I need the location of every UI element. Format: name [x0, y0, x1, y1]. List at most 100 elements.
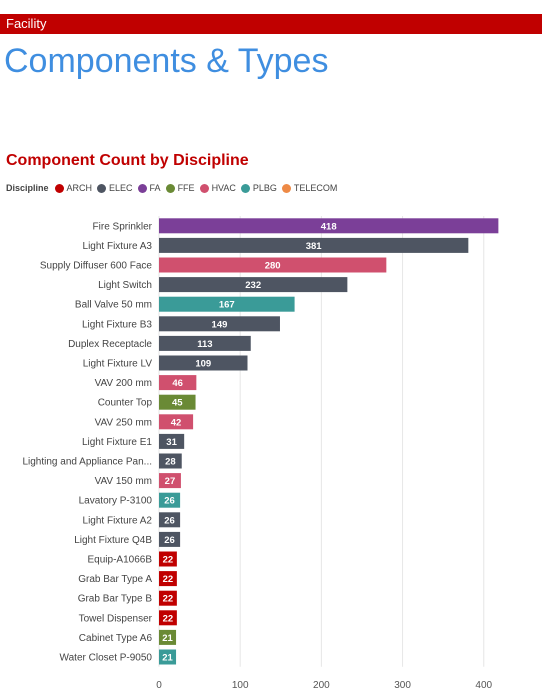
data-label: 21: [162, 633, 173, 644]
bar[interactable]: [159, 512, 181, 528]
legend-item-fa[interactable]: FA: [137, 183, 161, 193]
bar[interactable]: [159, 649, 177, 665]
category-label: Supply Diffuser 600 Face: [40, 261, 153, 272]
bar[interactable]: [159, 492, 181, 508]
x-tick-label: 300: [394, 680, 411, 691]
chart-legend: Discipline ARCH ELEC FA FFE HVAC PLBG TELECOM: [6, 183, 342, 193]
x-tick-label: 0: [156, 680, 162, 691]
x-tick-label: 200: [313, 680, 330, 691]
legend-label: ARCH: [66, 183, 93, 193]
data-label: 113: [197, 339, 212, 350]
data-label: 31: [166, 437, 177, 448]
category-label: Grab Bar Type A: [78, 574, 152, 585]
bar[interactable]: [159, 335, 251, 351]
legend-item-ffe[interactable]: FFE: [165, 183, 195, 193]
bar[interactable]: [159, 218, 499, 234]
x-tick-label: 400: [475, 680, 492, 691]
chart-title: Component Count by Discipline: [6, 152, 249, 169]
category-label: Cabinet Type A6: [79, 633, 153, 644]
legend-label: HVAC: [211, 183, 236, 193]
bar[interactable]: [159, 277, 348, 293]
bar[interactable]: [159, 531, 181, 547]
section-header-bar: Facility: [0, 14, 542, 34]
legend-item-hvac[interactable]: HVAC: [199, 183, 236, 193]
bar-chart: 0 100 200 300 400 Fire Sprinkler 418 Light Fixt…: [22, 216, 499, 691]
legend-item-telecom[interactable]: TELECOM: [281, 183, 338, 193]
legend-item-plbg[interactable]: PLBG: [240, 183, 277, 193]
data-label: 42: [171, 417, 182, 428]
bar[interactable]: [159, 473, 181, 489]
bar[interactable]: [159, 257, 387, 273]
legend-items: ARCH ELEC FA FFE HVAC PLBG TELECOM: [54, 183, 343, 193]
bar[interactable]: [159, 551, 177, 567]
data-label: 167: [219, 300, 235, 311]
data-label: 109: [195, 359, 211, 370]
section-label: Facility: [6, 16, 47, 31]
data-label: 280: [265, 261, 281, 272]
bar[interactable]: [159, 394, 196, 410]
category-label: Lighting and Appliance Pan...: [22, 457, 152, 468]
category-label: Grab Bar Type B: [78, 594, 153, 605]
bar[interactable]: [159, 316, 280, 332]
category-label: Water Closet P-9050: [60, 653, 153, 664]
data-label: 22: [163, 594, 174, 605]
category-label: Duplex Receptacle: [68, 339, 152, 350]
data-label: 232: [245, 280, 261, 291]
x-tick-label: 100: [232, 680, 249, 691]
legend-dot: [199, 183, 209, 193]
category-label: Lavatory P-3100: [79, 496, 153, 507]
legend-dot: [97, 183, 107, 193]
category-label: Ball Valve 50 mm: [75, 300, 152, 311]
data-label: 21: [162, 653, 173, 664]
category-label: Light Fixture A2: [83, 515, 153, 526]
legend-dot: [137, 183, 147, 193]
bar[interactable]: [159, 571, 177, 587]
bar[interactable]: [159, 237, 469, 253]
category-label: Light Fixture E1: [82, 437, 152, 448]
bar[interactable]: [159, 414, 194, 430]
legend-label: PLBG: [252, 183, 277, 193]
category-label: VAV 250 mm: [95, 417, 152, 428]
legend-item-elec[interactable]: ELEC: [97, 183, 133, 193]
category-label: Light Fixture LV: [83, 359, 153, 370]
legend-dot: [165, 183, 175, 193]
category-label: Towel Dispenser: [79, 613, 153, 624]
data-label: 45: [172, 398, 183, 409]
legend-dot: [281, 183, 291, 193]
data-label: 26: [164, 515, 175, 526]
bar[interactable]: [159, 433, 185, 449]
data-label: 46: [172, 378, 183, 389]
bar[interactable]: [159, 610, 177, 626]
legend-label: FFE: [177, 183, 195, 193]
data-label: 149: [212, 319, 228, 330]
category-label: Light Fixture Q4B: [74, 535, 152, 546]
category-label: Fire Sprinkler: [93, 221, 153, 232]
legend-item-arch[interactable]: ARCH: [54, 183, 93, 193]
data-label: 22: [163, 613, 174, 624]
category-label: Light Switch: [98, 280, 152, 291]
category-label: Equip-A1066B: [88, 555, 153, 566]
category-label: VAV 150 mm: [95, 476, 152, 487]
data-label: 27: [165, 476, 176, 487]
data-label: 381: [306, 241, 323, 252]
legend-dot: [54, 183, 64, 193]
data-label: 26: [164, 496, 175, 507]
bar[interactable]: [159, 453, 182, 469]
bar[interactable]: [159, 590, 177, 606]
page-title: Components & Types: [4, 42, 329, 80]
legend-dot: [240, 183, 250, 193]
category-label: Counter Top: [98, 398, 153, 409]
legend-label: FA: [149, 183, 161, 193]
bar[interactable]: [159, 375, 197, 391]
bar[interactable]: [159, 629, 177, 645]
data-label: 22: [163, 574, 174, 585]
category-label: VAV 200 mm: [95, 378, 152, 389]
bar[interactable]: [159, 355, 248, 371]
legend-title: Discipline: [6, 183, 49, 193]
legend-label: TELECOM: [293, 183, 338, 193]
data-label: 28: [165, 457, 176, 468]
data-label: 418: [321, 221, 337, 232]
category-label: Light Fixture A3: [83, 241, 153, 252]
category-label: Light Fixture B3: [82, 319, 152, 330]
bar[interactable]: [159, 296, 295, 312]
